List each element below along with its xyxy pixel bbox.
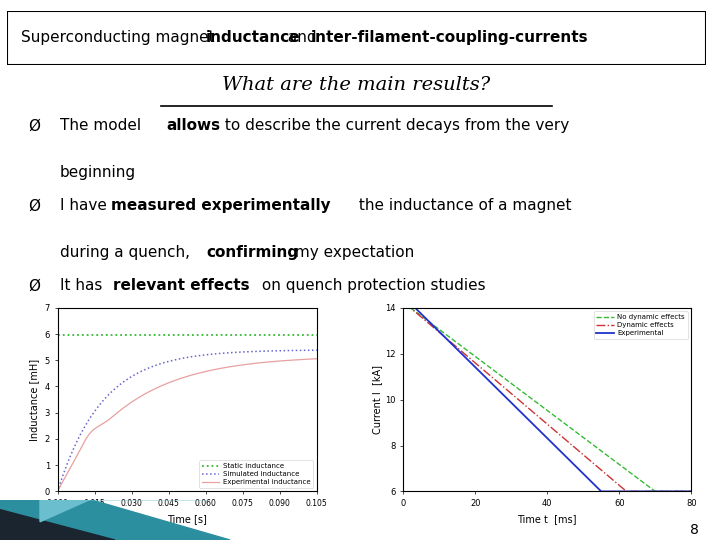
No dynamic effects — [582, 437, 591, 443]
Simulated inductance — [250, 348, 258, 355]
Static inductance — [204, 332, 212, 339]
Text: It has: It has — [60, 278, 107, 293]
Dynamic effects — [687, 488, 696, 495]
Simulated inductance — [204, 352, 212, 358]
Simulated inductance — [69, 446, 78, 452]
Dynamic effects — [622, 488, 631, 495]
Polygon shape — [0, 510, 115, 540]
Experimental — [574, 465, 582, 472]
Text: Superconducting magnet: Superconducting magnet — [21, 30, 220, 45]
Text: What are the main results?: What are the main results? — [222, 76, 490, 94]
Experimental — [566, 458, 575, 464]
Polygon shape — [40, 500, 210, 522]
Simulated inductance — [211, 350, 220, 357]
Text: beginning: beginning — [60, 165, 135, 180]
Simulated inductance — [312, 347, 321, 353]
No dynamic effects — [647, 485, 655, 491]
Static inductance — [69, 332, 78, 339]
Experimental — [417, 310, 426, 317]
Experimental — [687, 488, 696, 495]
Text: measured experimentally: measured experimentally — [111, 198, 330, 213]
Text: inductance: inductance — [206, 30, 301, 45]
Experimental — [399, 300, 408, 306]
Experimental — [582, 474, 591, 480]
Polygon shape — [0, 500, 230, 540]
Experimental inductance — [250, 360, 258, 367]
Text: Ø: Ø — [28, 198, 40, 213]
No dynamic effects — [651, 488, 660, 495]
Legend: Static inductance, Simulated inductance, Experimental inductance: Static inductance, Simulated inductance,… — [199, 460, 313, 488]
No dynamic effects — [399, 305, 408, 311]
Line: No dynamic effects: No dynamic effects — [403, 308, 691, 491]
Text: Ø: Ø — [28, 278, 40, 293]
Experimental inductance — [69, 459, 78, 465]
Line: Experimental inductance: Experimental inductance — [58, 359, 317, 491]
Experimental — [597, 488, 606, 495]
Static inductance — [250, 332, 258, 339]
Line: Experimental: Experimental — [403, 303, 691, 491]
Simulated inductance — [276, 347, 285, 354]
Experimental inductance — [218, 364, 227, 371]
Static inductance — [211, 332, 220, 339]
Text: 8: 8 — [690, 523, 698, 537]
Y-axis label: Inductance [mH]: Inductance [mH] — [29, 359, 39, 441]
Text: the inductance of a magnet: the inductance of a magnet — [354, 198, 572, 213]
No dynamic effects — [574, 430, 582, 437]
Text: during a quench,: during a quench, — [60, 246, 194, 260]
Dynamic effects — [647, 488, 656, 495]
Text: allows: allows — [166, 118, 220, 133]
Text: Ø: Ø — [28, 118, 40, 133]
No dynamic effects — [417, 313, 426, 319]
No dynamic effects — [687, 488, 696, 495]
Static inductance — [218, 332, 227, 339]
Text: I have: I have — [60, 198, 112, 213]
Dynamic effects — [617, 484, 626, 490]
Experimental inductance — [211, 366, 220, 373]
Experimental inductance — [204, 368, 212, 374]
X-axis label: Time t  [ms]: Time t [ms] — [518, 514, 577, 524]
Dynamic effects — [574, 447, 582, 454]
Dynamic effects — [582, 454, 591, 461]
Text: inter-filament-coupling-currents: inter-filament-coupling-currents — [311, 30, 589, 45]
Experimental inductance — [53, 488, 62, 495]
Dynamic effects — [399, 305, 408, 311]
Static inductance — [312, 332, 321, 339]
Line: Simulated inductance: Simulated inductance — [58, 350, 317, 491]
Text: my expectation: my expectation — [290, 246, 414, 260]
Simulated inductance — [53, 488, 62, 495]
Text: and: and — [283, 30, 322, 45]
Dynamic effects — [566, 441, 575, 447]
Experimental inductance — [276, 357, 285, 364]
Static inductance — [276, 332, 285, 339]
No dynamic effects — [617, 463, 626, 469]
Y-axis label: Current I  [kA]: Current I [kA] — [372, 365, 382, 434]
No dynamic effects — [566, 424, 575, 431]
Text: relevant effects: relevant effects — [113, 278, 250, 293]
Text: The model: The model — [60, 118, 145, 133]
Text: to describe the current decays from the very: to describe the current decays from the … — [220, 118, 570, 133]
Static inductance — [53, 332, 62, 339]
Line: Dynamic effects: Dynamic effects — [403, 308, 691, 491]
X-axis label: Time [s]: Time [s] — [167, 514, 207, 524]
Text: confirming: confirming — [206, 246, 298, 260]
Simulated inductance — [218, 350, 227, 356]
Legend: No dynamic effects, Dynamic effects, Experimental: No dynamic effects, Dynamic effects, Exp… — [594, 311, 688, 339]
Experimental — [647, 488, 656, 495]
Dynamic effects — [417, 313, 426, 320]
Experimental inductance — [312, 355, 321, 362]
Text: on quench protection studies: on quench protection studies — [257, 278, 486, 293]
Experimental — [618, 488, 626, 495]
